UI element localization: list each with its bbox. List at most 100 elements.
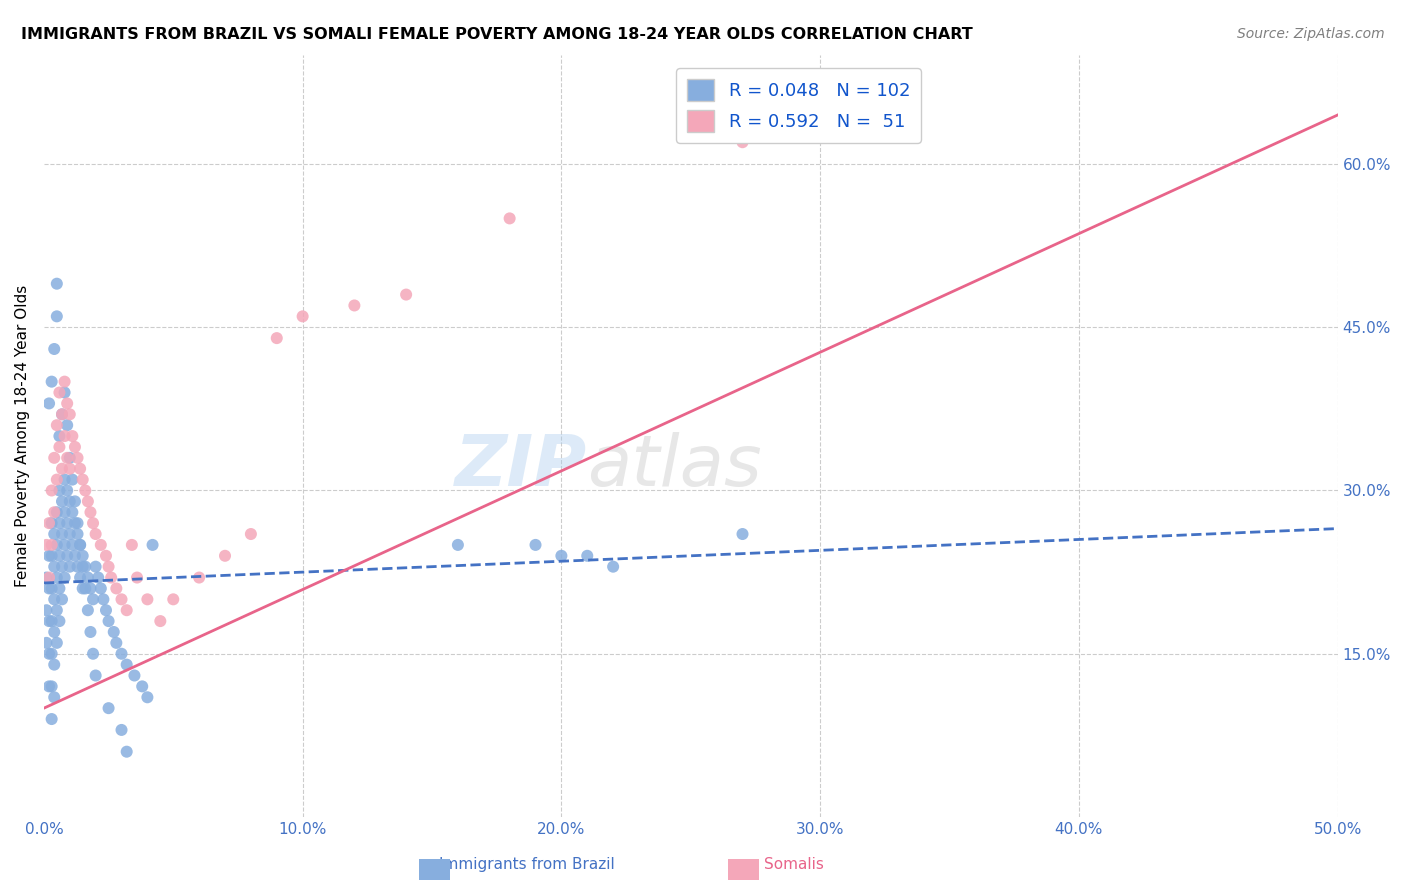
- Point: [53, 385, 76, 400]
- Point: [79, 505, 101, 519]
- Point: [105, 636, 128, 650]
- Point: [35, 603, 58, 617]
- Point: [51, 407, 73, 421]
- Point: [69, 538, 91, 552]
- Point: [45, 418, 67, 433]
- Point: [60, 429, 83, 443]
- Point: [56, 418, 79, 433]
- Point: [84, 559, 107, 574]
- Point: [602, 559, 624, 574]
- Point: [90, 538, 112, 552]
- Point: [56, 483, 79, 498]
- Point: [38, 570, 60, 584]
- Point: [44, 450, 66, 465]
- Point: [35, 538, 58, 552]
- Point: [53, 570, 76, 584]
- Point: [35, 570, 58, 584]
- Point: [75, 559, 97, 574]
- Point: [41, 680, 63, 694]
- Point: [131, 680, 153, 694]
- Point: [66, 516, 89, 530]
- Point: [69, 570, 91, 584]
- Point: [77, 494, 100, 508]
- Point: [79, 624, 101, 639]
- Point: [75, 483, 97, 498]
- Point: [60, 538, 83, 552]
- Point: [66, 559, 89, 574]
- Point: [87, 570, 110, 584]
- Legend: R = 0.048   N = 102, R = 0.592   N =  51: R = 0.048 N = 102, R = 0.592 N = 51: [676, 68, 921, 143]
- Point: [105, 582, 128, 596]
- Point: [41, 516, 63, 530]
- Point: [38, 516, 60, 530]
- Point: [115, 603, 138, 617]
- Point: [53, 375, 76, 389]
- Text: Somalis: Somalis: [765, 857, 824, 872]
- Point: [35, 636, 58, 650]
- Point: [90, 582, 112, 596]
- Point: [731, 135, 754, 149]
- Point: [110, 647, 132, 661]
- Point: [266, 331, 288, 345]
- Point: [59, 527, 82, 541]
- Point: [59, 494, 82, 508]
- Point: [136, 592, 159, 607]
- Point: [56, 450, 79, 465]
- Point: [56, 396, 79, 410]
- Point: [79, 582, 101, 596]
- Point: [59, 461, 82, 475]
- Point: [56, 549, 79, 563]
- Point: [136, 690, 159, 705]
- Point: [41, 712, 63, 726]
- Point: [45, 473, 67, 487]
- Point: [53, 538, 76, 552]
- Point: [51, 494, 73, 508]
- Point: [56, 516, 79, 530]
- Point: [72, 559, 94, 574]
- Point: [51, 407, 73, 421]
- Text: Source: ZipAtlas.com: Source: ZipAtlas.com: [1237, 27, 1385, 41]
- Point: [63, 516, 86, 530]
- Point: [38, 582, 60, 596]
- Point: [69, 461, 91, 475]
- Point: [214, 549, 236, 563]
- Point: [115, 745, 138, 759]
- Point: [63, 494, 86, 508]
- Point: [45, 505, 67, 519]
- Point: [93, 592, 115, 607]
- Point: [82, 516, 104, 530]
- Point: [38, 549, 60, 563]
- Point: [44, 592, 66, 607]
- Point: [188, 570, 211, 584]
- Point: [59, 407, 82, 421]
- Point: [60, 473, 83, 487]
- Point: [110, 592, 132, 607]
- Point: [48, 385, 70, 400]
- Point: [38, 396, 60, 410]
- Point: [887, 113, 910, 128]
- Point: [72, 473, 94, 487]
- Point: [576, 549, 599, 563]
- Point: [239, 527, 262, 541]
- Point: [51, 559, 73, 574]
- Point: [48, 614, 70, 628]
- Point: [94, 603, 117, 617]
- Point: [38, 647, 60, 661]
- Point: [115, 657, 138, 672]
- Text: IMMIGRANTS FROM BRAZIL VS SOMALI FEMALE POVERTY AMONG 18-24 YEAR OLDS CORRELATIO: IMMIGRANTS FROM BRAZIL VS SOMALI FEMALE …: [21, 27, 973, 42]
- Point: [44, 505, 66, 519]
- Point: [59, 450, 82, 465]
- Point: [53, 473, 76, 487]
- Text: atlas: atlas: [588, 432, 762, 501]
- Point: [121, 538, 143, 552]
- Point: [124, 668, 146, 682]
- Point: [44, 624, 66, 639]
- Point: [66, 527, 89, 541]
- Point: [51, 527, 73, 541]
- Point: [44, 527, 66, 541]
- Point: [72, 549, 94, 563]
- Point: [59, 559, 82, 574]
- Point: [498, 211, 520, 226]
- Point: [100, 570, 122, 584]
- Point: [142, 538, 165, 552]
